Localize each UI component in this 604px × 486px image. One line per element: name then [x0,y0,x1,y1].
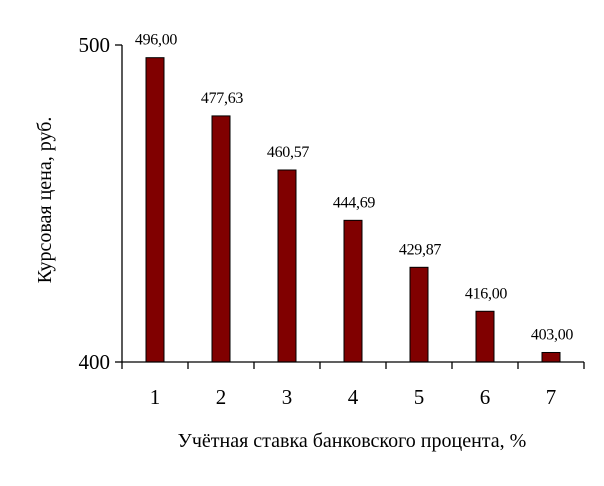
bar-value-label: 496,00 [135,32,178,49]
x-ticks-group: 1 2 3 4 5 6 7 [121,362,585,409]
x-tick-label: 2 [216,385,227,409]
bar-value-label: 403,00 [531,326,574,343]
y-tick-label: 400 [79,350,111,374]
bar [475,310,495,363]
data-labels-group: 496,00 477,63 460,57 444,69 429,87 416,00 403,… [135,32,574,344]
axes-group [121,45,584,363]
x-tick-label: 5 [414,385,425,409]
bars-group [145,57,561,363]
bar-value-label: 477,63 [201,90,244,107]
x-tick-label: 7 [546,385,557,409]
bar [541,351,561,363]
bar-value-label: 416,00 [465,285,508,302]
y-axis-title: Курсовая цена, руб. [34,117,56,284]
bar [145,57,165,363]
bar [211,115,231,363]
bar [409,266,429,363]
x-tick-label: 1 [150,385,161,409]
bar [343,219,363,363]
x-tick-label: 4 [348,385,359,409]
bar-value-label: 429,87 [399,241,442,258]
y-ticks-group: 400 500 [79,33,122,374]
x-tick-label: 6 [480,385,491,409]
bar [277,169,297,363]
x-tick-label: 3 [282,385,293,409]
bar-value-label: 444,69 [333,194,376,211]
x-axis-title: Учётная ставка банковского процента, % [178,430,527,452]
y-tick-label: 500 [79,33,111,57]
bar-value-label: 460,57 [267,144,310,161]
